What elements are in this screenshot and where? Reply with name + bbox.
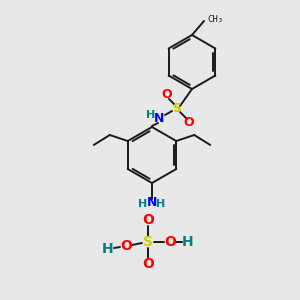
Text: O: O xyxy=(164,235,176,249)
Text: S: S xyxy=(172,103,182,116)
Text: CH₃: CH₃ xyxy=(207,16,223,25)
Text: H: H xyxy=(156,199,166,209)
Text: O: O xyxy=(184,116,194,128)
Text: O: O xyxy=(120,239,132,253)
Text: S: S xyxy=(143,235,153,249)
Text: H: H xyxy=(182,235,194,249)
Text: N: N xyxy=(154,112,164,125)
Text: O: O xyxy=(142,213,154,227)
Text: O: O xyxy=(142,257,154,271)
Text: N: N xyxy=(147,196,157,208)
Text: H: H xyxy=(138,199,148,209)
Text: H: H xyxy=(102,242,114,256)
Text: O: O xyxy=(162,88,172,101)
Text: H: H xyxy=(146,110,156,120)
